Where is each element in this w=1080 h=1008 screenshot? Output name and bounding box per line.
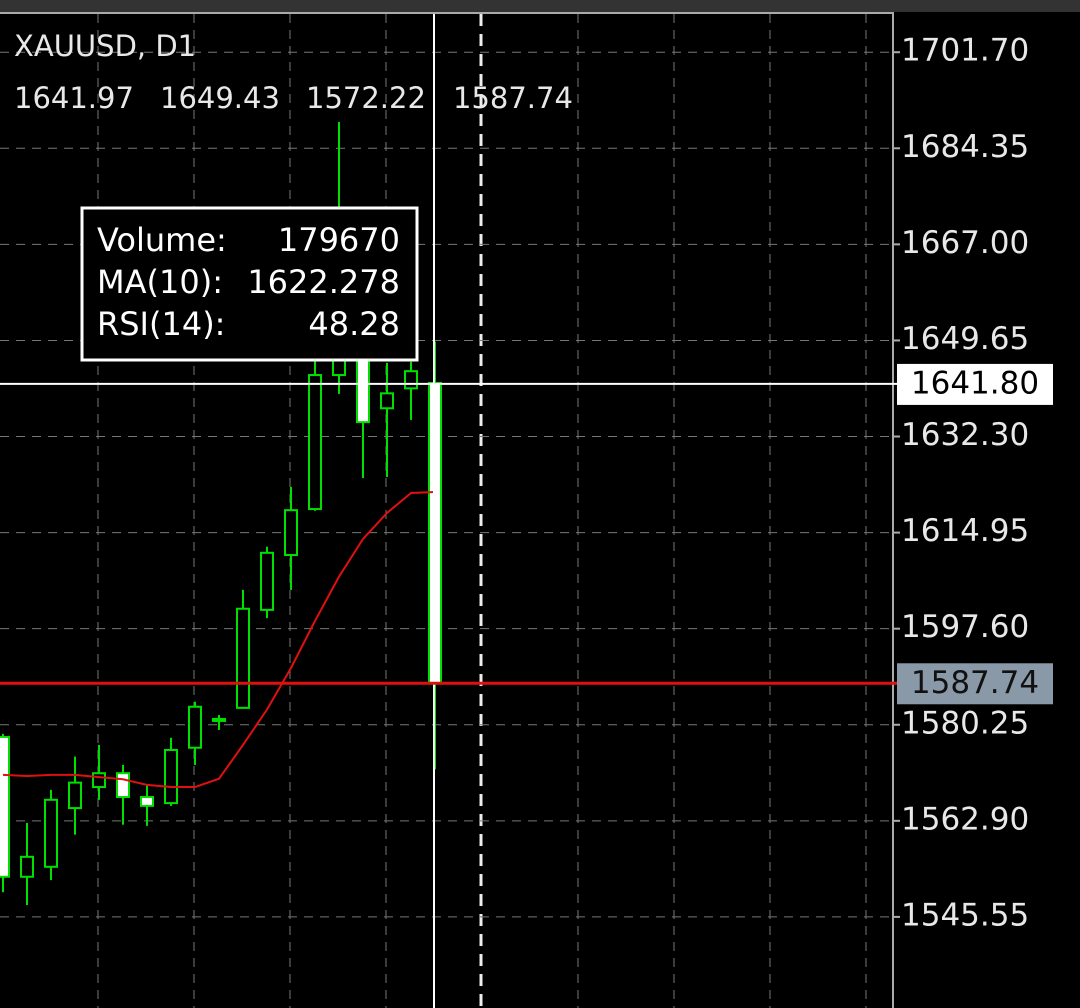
current-price-label: 1587.74: [911, 665, 1039, 701]
y-tick-label: 1562.90: [901, 801, 1029, 837]
candle-body: [0, 735, 10, 878]
candle-body: [164, 748, 178, 805]
candle-body: [308, 374, 322, 511]
y-tick-label: 1614.95: [901, 513, 1029, 549]
y-tick-label: 1649.65: [901, 321, 1029, 357]
candle-body: [20, 855, 34, 878]
y-tick-label: 1597.60: [901, 609, 1029, 645]
current-price-box: [897, 663, 1053, 705]
ma-line: [2, 491, 436, 789]
ohlc-close: 1587.74: [453, 81, 573, 115]
candle-body: [404, 370, 418, 390]
ohlc-low: 1572.22: [306, 81, 426, 115]
y-tick-label: 1667.00: [901, 225, 1029, 261]
candle-body: [380, 392, 394, 410]
candle-body: [116, 772, 130, 799]
ohlc-high: 1649.43: [160, 81, 280, 115]
candle-body: [236, 607, 250, 709]
chart-title: XAUUSD, D1: [14, 29, 196, 63]
candle-body: [44, 798, 58, 868]
candle-body: [140, 796, 154, 807]
y-tick-label: 1580.25: [901, 705, 1029, 741]
y-tick-label: 1545.55: [901, 897, 1029, 933]
tooltip-value: 1622.278: [247, 263, 400, 301]
candle-body: [284, 509, 298, 557]
tooltip-label: MA(10):: [97, 263, 223, 301]
candle-body: [212, 717, 226, 722]
candle-body: [68, 781, 82, 810]
top-bar: [0, 0, 1080, 12]
candle-body: [260, 551, 274, 611]
tooltip-value: 48.28: [308, 305, 400, 343]
candle-body: [92, 772, 106, 789]
y-tick-label: 1632.30: [901, 417, 1029, 453]
tooltip-label: Volume:: [97, 221, 227, 259]
tooltip-box: [80, 206, 419, 362]
candle-body: [188, 705, 202, 749]
ohlc-open: 1641.97: [14, 81, 134, 115]
crosshair-price-label: 1641.80: [911, 365, 1039, 401]
tooltip: Volume: 179670 MA(10): 1622.278 RSI(14):…: [80, 206, 419, 362]
tooltip-value: 179670: [278, 221, 400, 259]
y-tick-label: 1701.70: [901, 33, 1029, 69]
tooltip-label: RSI(14):: [97, 305, 225, 343]
grid: [0, 14, 893, 1008]
y-tick-label: 1684.35: [901, 129, 1029, 165]
crosshair-price-box: [897, 363, 1053, 405]
